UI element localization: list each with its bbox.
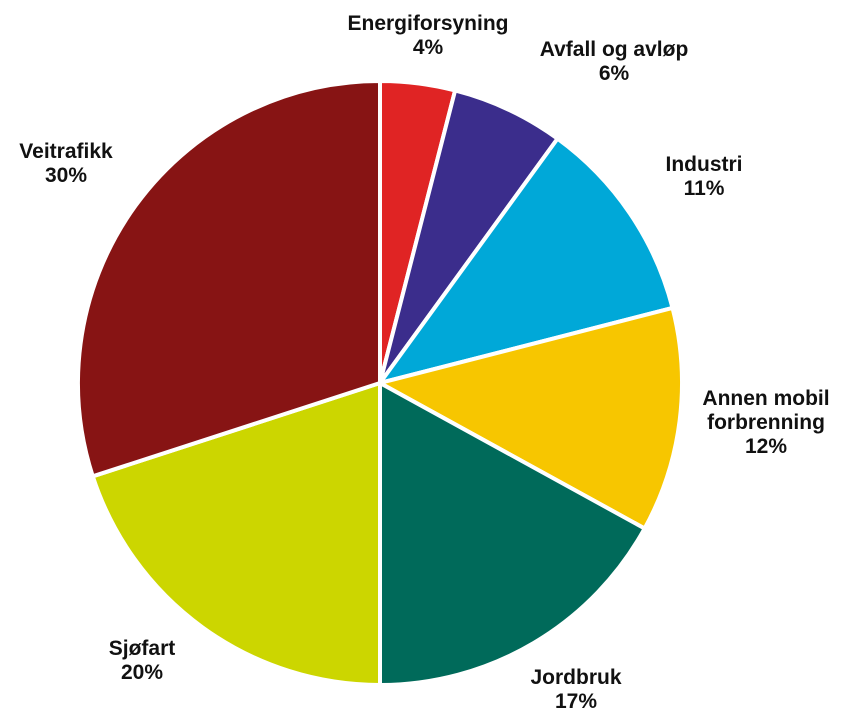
slice-label-industri: Industri 11% bbox=[666, 153, 743, 200]
slice-name-label: Veitrafikk bbox=[19, 140, 113, 163]
pie-slice-jordbruk bbox=[378, 381, 647, 687]
slice-value-label: 12% bbox=[745, 435, 787, 458]
slice-value-label: 20% bbox=[121, 661, 163, 684]
pie-slice-sjøfart bbox=[90, 381, 382, 687]
pie-slices bbox=[76, 79, 684, 687]
slice-label-veitrafikk: Veitrafikk 30% bbox=[19, 140, 113, 187]
slice-name-label: Jordbruk bbox=[530, 666, 621, 689]
slice-label-annen-mobil-forbrenning: Annen mobil forbrenning 12% bbox=[702, 387, 829, 458]
slice-name-label: Industri bbox=[666, 153, 743, 176]
slice-name-label: Annen mobil bbox=[702, 387, 829, 410]
slice-value-label: 17% bbox=[555, 690, 597, 713]
slice-value-label: 11% bbox=[684, 177, 725, 200]
slice-value-label: 6% bbox=[599, 62, 630, 85]
pie-slice-industri bbox=[378, 136, 675, 385]
slice-name-label: Energiforsyning bbox=[347, 12, 508, 35]
slice-label-jordbruk: Jordbruk 17% bbox=[530, 666, 621, 713]
slice-value-label: 30% bbox=[45, 164, 87, 187]
slice-label-avfall-og-avløp: Avfall og avløp 6% bbox=[540, 38, 689, 85]
slice-label-sjøfart: Sjøfart 20% bbox=[109, 637, 176, 684]
pie-slice-veitrafikk bbox=[76, 79, 382, 479]
slice-value-label: 4% bbox=[413, 36, 444, 59]
slice-name-label: forbrenning bbox=[707, 411, 825, 434]
slice-name-label: Sjøfart bbox=[109, 637, 176, 660]
pie-slice-annen-mobil-forbrenning bbox=[378, 305, 684, 531]
pie-labels: Energiforsyning 4% Avfall og avløp 6% Indust… bbox=[19, 12, 829, 713]
slice-name-label: Avfall og avløp bbox=[540, 38, 689, 61]
slice-label-energiforsyning: Energiforsyning 4% bbox=[347, 12, 508, 59]
